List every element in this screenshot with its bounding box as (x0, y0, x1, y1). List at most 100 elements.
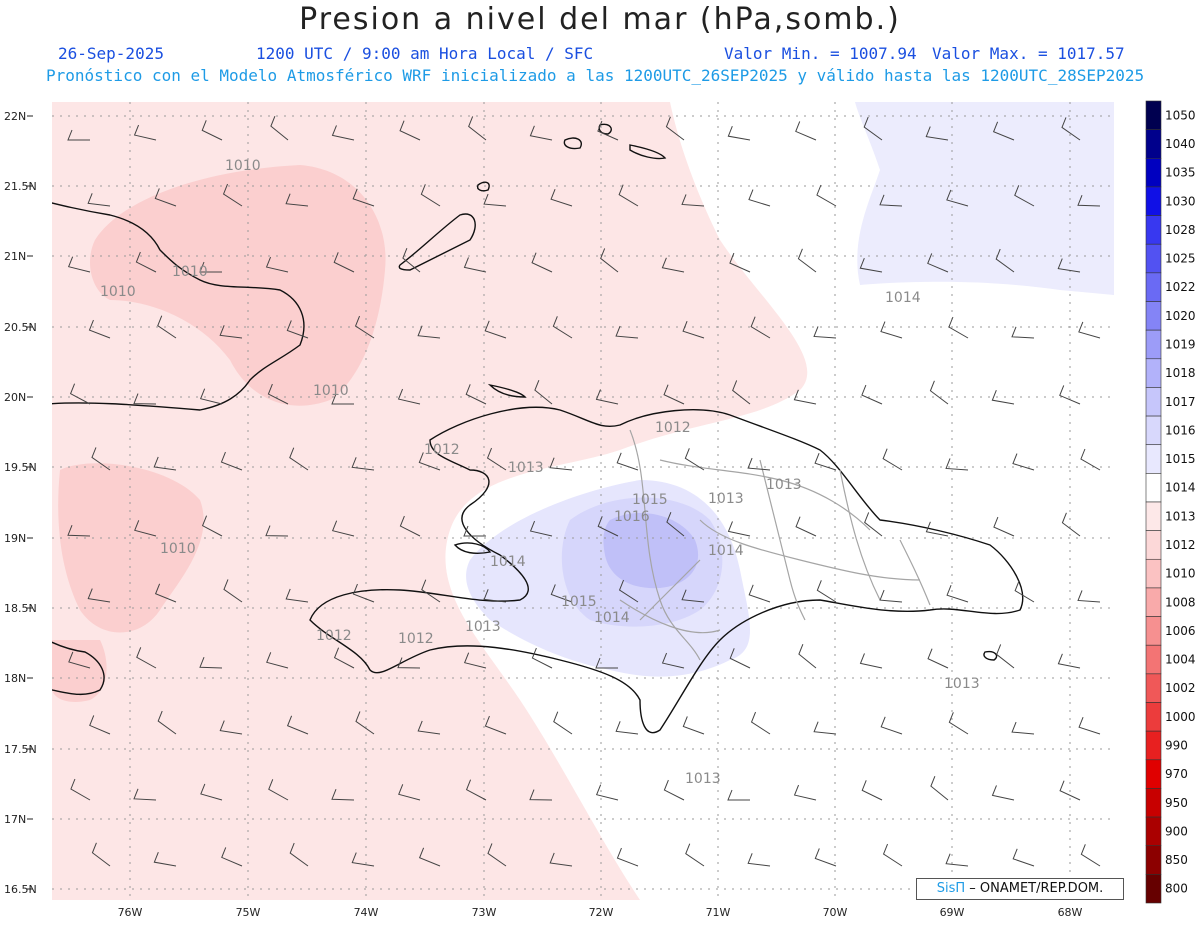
wind-barb (813, 721, 837, 735)
colorbar-swatch (1145, 215, 1162, 245)
wind-barb (1012, 848, 1035, 867)
wind-barb (993, 516, 1015, 537)
wind-barb (531, 647, 553, 669)
wind-barb (417, 720, 441, 735)
colorbar-label: 990 (1165, 738, 1188, 752)
wind-barb (727, 789, 750, 801)
colorbar-swatch (1145, 788, 1162, 818)
colorbar-swatch (1145, 501, 1162, 531)
wind-barb (795, 516, 817, 537)
colorbar-label: 800 (1165, 882, 1188, 896)
wind-barb (534, 379, 553, 405)
isobar-label: 1016 (614, 509, 650, 525)
wind-barb (69, 383, 91, 405)
wind-barb (798, 643, 817, 669)
wind-barb (793, 389, 817, 405)
value-min: Valor Min. = 1007.94 (724, 44, 917, 63)
wind-barb (1011, 721, 1035, 735)
isobar-label: 1013 (944, 676, 980, 692)
field-1016 (603, 512, 699, 589)
wind-barb (487, 843, 507, 867)
wind-barb (552, 316, 573, 339)
colorbar-swatch (1145, 644, 1162, 675)
wind-barb (727, 125, 751, 141)
wind-barb (1059, 780, 1081, 801)
field-1010-sw (52, 640, 107, 702)
wind-barb (219, 325, 243, 339)
isobar-label: 1010 (100, 284, 136, 300)
wind-barb (420, 184, 441, 207)
wind-barb (331, 789, 355, 801)
wind-barb (1057, 653, 1081, 669)
colorbar-label: 1008 (1165, 595, 1196, 609)
credit-box: SisΠ – ONAMET/REP.DOM. (916, 878, 1124, 900)
wind-barb (880, 321, 903, 339)
wind-barb (67, 525, 91, 537)
colorbar-label: 1030 (1165, 194, 1196, 208)
wind-barb (750, 711, 771, 735)
wind-barb (91, 842, 111, 867)
isobar-label: 1015 (632, 492, 668, 508)
wind-barb (861, 780, 883, 801)
lon-tick: 70W (823, 906, 848, 919)
lat-tick: 21N (4, 250, 26, 263)
wind-barb (402, 247, 421, 273)
colorbar-label: 1022 (1165, 280, 1196, 294)
colorbar-swatch (1145, 157, 1162, 188)
wind-barb (351, 457, 375, 471)
isobar-label: 1012 (655, 420, 691, 436)
colorbar-swatch (1145, 816, 1162, 847)
wind-barb (727, 521, 751, 537)
wind-barb (219, 720, 243, 735)
colorbar-label: 1050 (1165, 108, 1196, 122)
wind-barb (221, 847, 243, 867)
colorbar-label: 1010 (1165, 567, 1196, 581)
wind-barb (1057, 258, 1081, 273)
gonave-outline (453, 542, 492, 554)
lon-tick: 69W (940, 906, 965, 919)
wind-barb (289, 842, 309, 867)
wind-barb (1014, 580, 1035, 603)
wind-barb (529, 125, 553, 141)
wind-barb (795, 121, 817, 141)
colorbar-swatch (1145, 558, 1162, 589)
lat-tick: 18N (4, 672, 26, 685)
wind-barb (266, 652, 289, 669)
wind-barb (729, 648, 751, 669)
colorbar-swatch (1145, 100, 1162, 130)
wind-barb (1080, 844, 1101, 867)
wind-barb (929, 380, 949, 405)
wind-barb (199, 657, 223, 669)
wind-barb (398, 784, 421, 801)
wind-barb (351, 852, 375, 867)
wind-barb (681, 589, 705, 603)
wind-barb (333, 252, 355, 273)
colorbar-label: 1035 (1165, 166, 1196, 180)
wind-barb (618, 184, 639, 207)
lat-tick: 18.5N (4, 602, 37, 615)
colorbar-label: 1006 (1165, 624, 1196, 638)
colorbar-swatch (1145, 530, 1162, 560)
lon-tick: 71W (706, 906, 731, 919)
colorbar-label: 1020 (1165, 309, 1196, 323)
wind-barb (615, 325, 639, 339)
wind-barb (995, 248, 1015, 273)
wind-barb (665, 116, 685, 141)
colorbar-swatch (1145, 587, 1162, 617)
wind-barb (814, 848, 837, 867)
lat-tick: 17N (4, 813, 26, 826)
wind-barb (549, 457, 573, 471)
colorbar-label: 1028 (1165, 223, 1196, 237)
wind-barb (417, 325, 441, 339)
colorbar-swatch (1145, 845, 1162, 875)
wind-barb (133, 124, 157, 141)
wind-barb (223, 579, 243, 603)
wind-barb (1080, 448, 1101, 471)
colorbar-swatch (1145, 616, 1162, 646)
wind-barb (879, 194, 903, 207)
model-info: Pronóstico con el Modelo Atmosférico WRF… (46, 66, 1145, 85)
isobar-label: 1014 (708, 543, 744, 559)
wind-barb (157, 315, 177, 339)
wind-barb (265, 525, 289, 537)
lat-tick: 21.5N (4, 180, 37, 193)
